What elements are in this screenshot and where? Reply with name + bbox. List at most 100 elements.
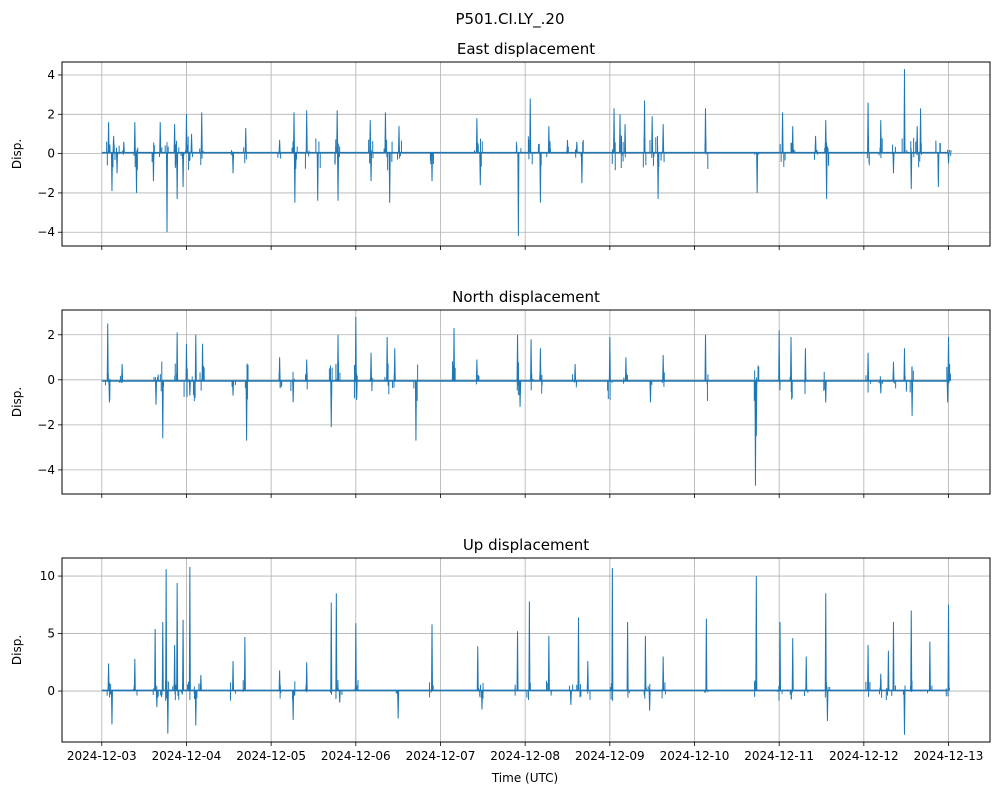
data-spike [529,98,532,153]
data-spike [755,576,758,691]
data-spike [814,135,817,153]
data-spike [173,645,176,691]
data-spike [530,339,533,381]
data-spike [154,628,157,691]
data-spike [756,152,759,193]
data-spike [539,152,542,203]
data-spike [453,328,456,381]
data-spike [547,635,550,691]
data-spike [176,152,179,199]
data-spike [166,690,169,734]
data-spike [947,337,950,381]
data-spike [330,380,333,428]
data-spike [539,348,542,381]
data-spike [781,112,784,153]
data-spike [651,116,654,153]
data-spike [704,334,707,381]
data-spike [245,380,248,441]
data-spike [662,656,665,691]
y-tick-label: 2 [47,107,55,121]
data-spike [824,380,827,403]
data-spike [354,316,357,381]
figure-title: P501.CI.LY_.20 [456,10,565,29]
data-spike [947,604,950,691]
data-spike [947,152,950,164]
y-tick-label: −2 [37,418,55,432]
data-spike [155,690,158,708]
data-spike [662,124,665,153]
data-spike [108,380,111,403]
data-spike [919,108,922,153]
data-spike [778,330,781,381]
data-spike [618,114,621,153]
data-spike [121,364,124,381]
data-spike [388,152,391,203]
data-spike [516,334,519,381]
data-spike [293,152,296,203]
data-spike [528,601,531,691]
data-spike [393,348,396,381]
x-tick-label: 2024-12-12 [829,749,899,763]
data-spike [188,380,191,396]
subplot-east: −4 −2 0 2 4 East displacement Disp. [10,40,991,250]
data-spike [133,122,136,153]
data-spike [916,126,919,153]
axes-frame [61,557,991,743]
data-spike [662,355,665,381]
data-spike [161,622,164,691]
data-spike [910,152,913,189]
data-spike [336,110,339,153]
data-spike [879,120,882,153]
data-spike [161,380,164,439]
y-axis-label: Disp. [10,387,24,417]
x-axis-label: Time (UTC) [491,771,558,785]
data-spike [200,112,203,153]
data-spike [110,152,113,191]
x-tick-label: 2024-12-13 [914,749,984,763]
data-spike [188,566,191,691]
data-spike [903,69,906,153]
data-spike [107,122,110,153]
data-spike [826,690,829,721]
data-spike [790,337,793,381]
data-spike [278,139,281,153]
data-spike [755,380,758,437]
x-tick-label: 2024-12-05 [236,749,306,763]
x-tick-label: 2024-12-11 [744,749,814,763]
data-spike [194,334,197,381]
data-spike [624,357,627,381]
y-tick-label: −2 [37,186,55,200]
data-spike [586,661,589,691]
data-spike [624,124,627,153]
data-spike [431,624,434,691]
data-spike [232,661,235,691]
data-spike [397,126,400,153]
data-spike [937,152,940,188]
y-tick-label: 2 [47,328,55,342]
data-spike [887,650,890,691]
data-spike [805,656,808,691]
data-spike [643,100,646,153]
y-axis-label: Disp. [10,635,24,665]
data-spike [480,690,483,710]
y-tick-label: 4 [47,68,55,82]
data-spike [305,662,308,691]
data-spike [569,690,572,705]
subplot-north: −4 −2 0 2 North displacement Disp. [10,288,991,498]
data-spike [911,380,914,416]
data-spike [278,670,281,691]
data-spike [704,108,707,153]
data-spike [116,152,119,174]
data-spike [173,124,176,153]
data-spike [519,380,522,407]
data-spike [370,352,373,381]
data-spike [867,352,870,381]
data-spike [354,623,357,691]
data-spike [278,357,281,381]
data-spike [648,690,651,711]
data-spike [626,622,629,691]
data-spike [804,348,807,381]
data-spike [355,380,358,401]
x-tick-label: 2024-12-07 [406,749,476,763]
